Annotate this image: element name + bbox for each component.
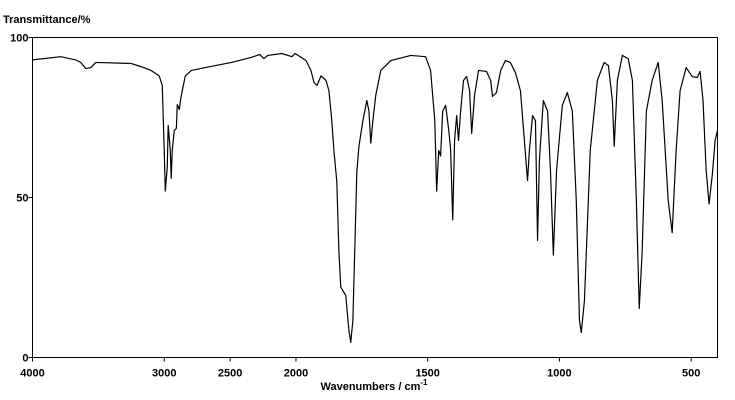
x-axis-label-sup: -1	[420, 378, 428, 387]
y-axis-label: Transmittance/%	[3, 14, 91, 26]
x-tick-label: 4000	[20, 368, 44, 380]
x-tick-label: 500	[682, 368, 700, 380]
x-tick-label: 2000	[284, 368, 308, 380]
x-tick-label: 2500	[218, 368, 242, 380]
spectrum-line	[32, 52, 719, 344]
x-axis-label: Wavenumbers / cm-1	[321, 378, 429, 393]
x-axis-label-text: Wavenumbers / cm	[321, 381, 421, 393]
x-tick-label: 1500	[415, 368, 439, 380]
x-tick-label: 3000	[152, 368, 176, 380]
x-tick-label: 1000	[547, 368, 571, 380]
y-tick-label: 50	[16, 193, 28, 205]
plot-frame	[32, 37, 718, 358]
y-tick-label: 0	[22, 353, 28, 365]
y-tick-label: 100	[10, 33, 28, 45]
